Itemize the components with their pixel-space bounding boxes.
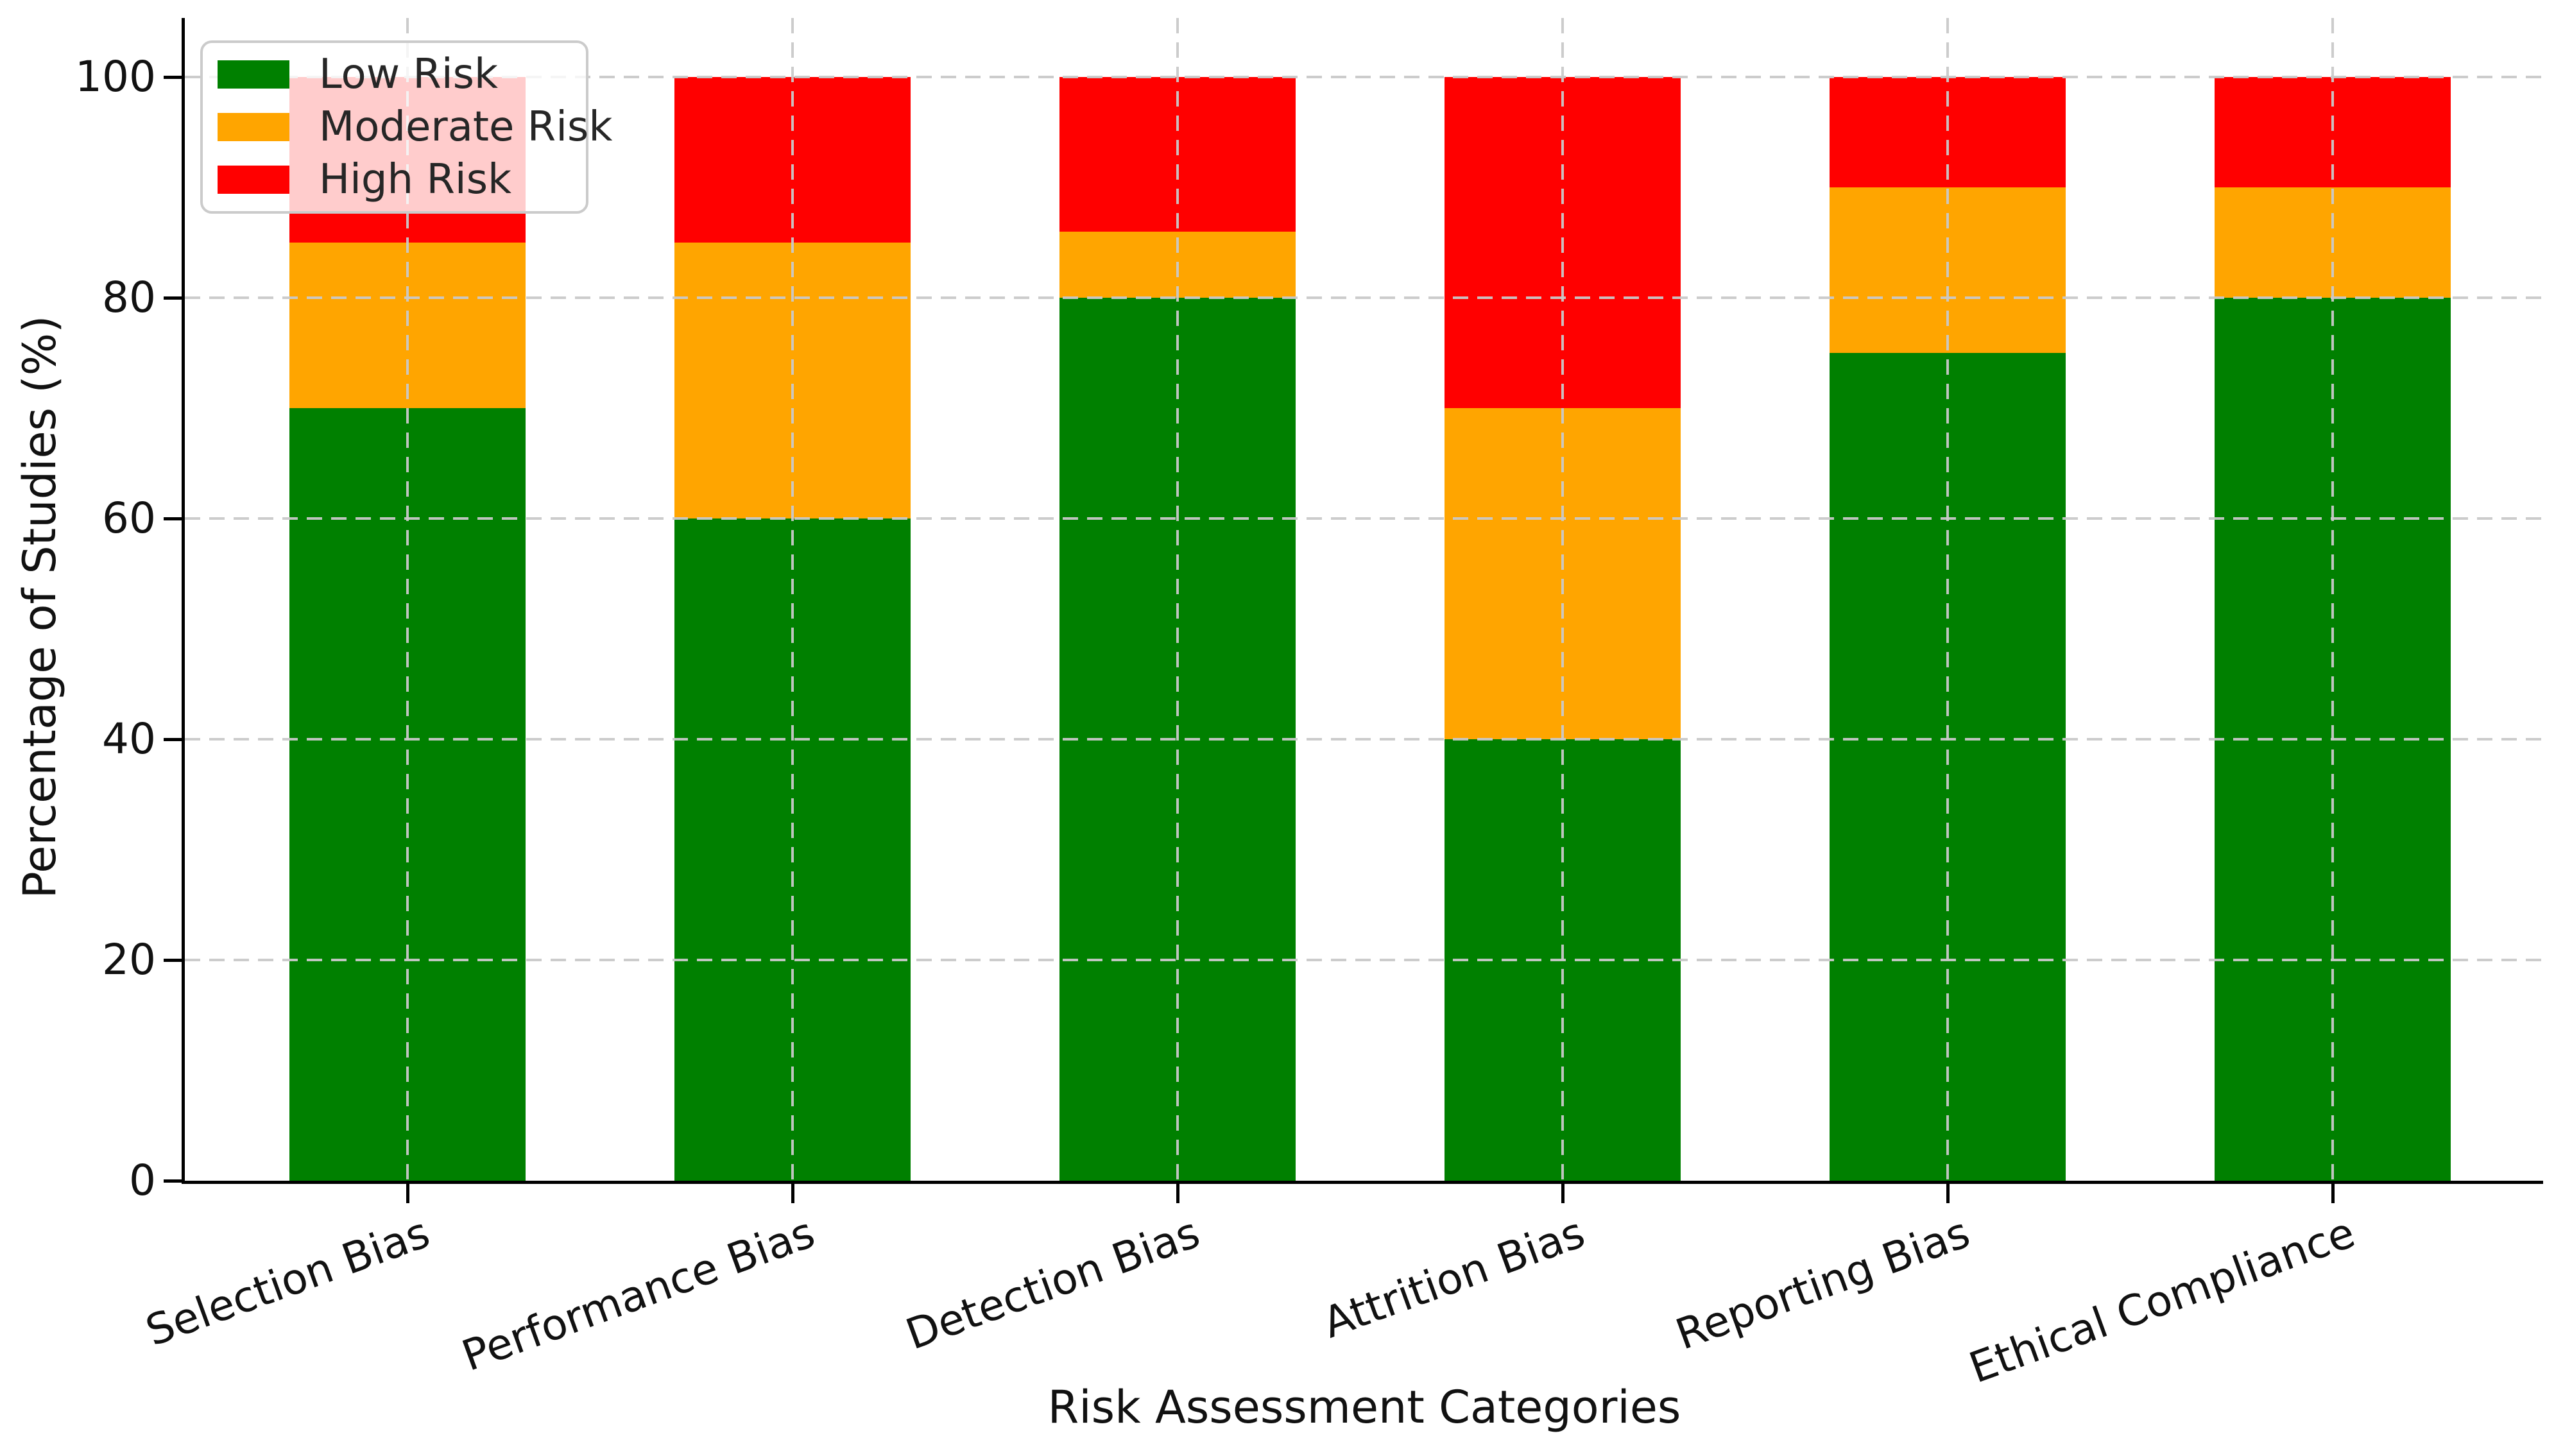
y-tick-mark: [164, 76, 182, 80]
gridline-vertical: [1561, 18, 1564, 1181]
gridline-horizontal: [185, 296, 2543, 299]
y-tick-label: 100: [75, 52, 156, 102]
y-tick-label: 80: [102, 273, 156, 322]
legend: Low Risk Moderate Risk High Risk: [200, 40, 612, 214]
plot-area: [185, 18, 2543, 1181]
x-tick-mark: [1946, 1184, 1950, 1203]
y-tick-mark: [164, 959, 182, 962]
x-tick-label: Ethical Compliance: [1962, 1208, 2362, 1393]
y-tick-mark: [164, 517, 182, 520]
x-tick-mark: [791, 1184, 794, 1203]
gridline-vertical: [1176, 18, 1179, 1181]
legend-swatch-low-risk: [218, 60, 289, 89]
legend-swatch-moderate-risk: [218, 113, 289, 141]
legend-item: Moderate Risk: [218, 101, 612, 153]
x-axis-title: Risk Assessment Categories: [1047, 1381, 1681, 1434]
gridline-horizontal: [185, 76, 2543, 79]
x-tick-mark: [406, 1184, 409, 1203]
y-tick-label: 40: [102, 714, 156, 764]
y-tick-mark: [164, 1179, 182, 1183]
y-tick-mark: [164, 296, 182, 300]
x-tick-mark: [1176, 1184, 1179, 1203]
legend-item: High Risk: [218, 153, 586, 206]
x-tick-label: Performance Bias: [456, 1208, 821, 1381]
legend-label: Moderate Risk: [319, 103, 613, 151]
legend-label: High Risk: [319, 156, 512, 203]
gridline-horizontal: [185, 959, 2543, 961]
y-tick-label: 60: [102, 493, 156, 543]
x-tick-mark: [2331, 1184, 2335, 1203]
x-tick-mark: [1561, 1184, 1565, 1203]
gridline-vertical: [1946, 18, 1949, 1181]
legend-label: Low Risk: [319, 51, 499, 98]
y-tick-label: 0: [129, 1156, 156, 1205]
gridline-horizontal: [185, 738, 2543, 741]
legend-swatch-high-risk: [218, 166, 289, 194]
y-axis-title: Percentage of Studies (%): [13, 315, 66, 899]
legend-item: Low Risk: [218, 48, 586, 101]
x-tick-label: Detection Bias: [899, 1208, 1206, 1360]
gridline-horizontal: [185, 517, 2543, 520]
y-axis-spine: [182, 18, 185, 1184]
y-tick-mark: [164, 738, 182, 741]
x-tick-label: Reporting Bias: [1669, 1208, 1976, 1360]
x-tick-label: Selection Bias: [139, 1208, 436, 1356]
gridline-vertical: [2331, 18, 2334, 1181]
gridline-vertical: [406, 18, 409, 1181]
x-axis-spine: [182, 1181, 2543, 1184]
gridline-vertical: [791, 18, 794, 1181]
y-tick-label: 20: [102, 935, 156, 984]
x-tick-label: Attrition Bias: [1316, 1208, 1591, 1348]
